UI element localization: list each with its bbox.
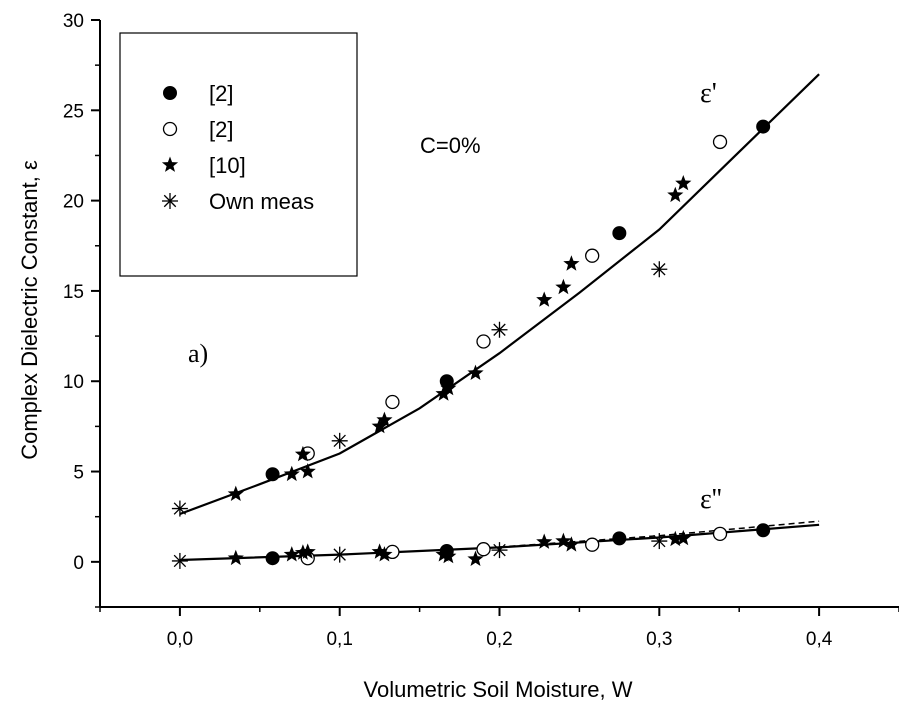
point-eps-imag-series-2 xyxy=(467,550,484,566)
point-eps-real-series-2 xyxy=(675,175,692,191)
legend-label-1: [2] xyxy=(209,117,233,142)
point-eps-real-series-3 xyxy=(491,321,508,338)
point-eps-imag-series-2 xyxy=(563,536,580,552)
point-eps-imag-series-1 xyxy=(712,526,728,542)
point-eps-real-series-1 xyxy=(385,394,400,410)
x-axis-title: Volumetric Soil Moisture, W xyxy=(364,677,633,702)
point-eps-real-series-1 xyxy=(712,134,728,150)
legend-box xyxy=(119,32,358,277)
y-tick-label: 5 xyxy=(73,463,84,484)
x-tick-label: 0,0 xyxy=(167,629,193,650)
legend-marker-0 xyxy=(163,86,177,100)
point-eps-imag-series-0 xyxy=(612,531,627,546)
point-eps-real-series-2 xyxy=(555,278,572,295)
point-eps-real-series-2 xyxy=(667,186,684,203)
point-eps-real-series-0 xyxy=(265,467,280,482)
point-eps-imag-series-2 xyxy=(283,546,300,562)
point-eps-real-series-1 xyxy=(476,334,491,349)
point-eps-real-series-2 xyxy=(283,465,300,482)
axes: 0 5 10 15 20 25 30 0,0 0,1 0,2 0,3 0,4 xyxy=(63,11,899,650)
point-eps-imag-series-2 xyxy=(294,544,311,560)
point-eps-imag-series-3 xyxy=(651,533,668,550)
y-tick-label: 25 xyxy=(63,101,84,122)
x-tick-label: 0,2 xyxy=(486,629,512,650)
point-eps-imag-series-2 xyxy=(667,530,684,547)
y-axis-title: Complex Dielectric Constant, ε xyxy=(17,160,42,460)
point-eps-real-series-3 xyxy=(171,500,188,517)
point-eps-imag-series-3 xyxy=(331,546,348,563)
legend-label-0: [2] xyxy=(209,81,233,106)
legend-label-2: [10] xyxy=(209,153,246,178)
eps_real-fit-line xyxy=(179,73,820,516)
point-eps-imag-series-1 xyxy=(585,537,600,552)
point-eps-imag-series-2 xyxy=(536,533,553,549)
y-tick-label: 20 xyxy=(63,192,84,213)
point-eps-imag-series-2 xyxy=(440,547,457,564)
point-eps-real-series-1 xyxy=(585,248,600,263)
point-eps-real-series-2 xyxy=(440,380,457,396)
y-tick-label: 30 xyxy=(63,11,84,32)
point-eps-real-series-2 xyxy=(435,385,452,401)
point-eps-imag-series-0 xyxy=(756,523,771,538)
point-eps-imag-series-2 xyxy=(371,543,388,559)
point-eps-real-series-0 xyxy=(612,226,627,241)
point-eps-real-series-3 xyxy=(651,261,668,278)
legend-marker-1 xyxy=(162,121,178,137)
eps-imag-label: ε'' xyxy=(700,484,722,515)
point-eps-imag-series-2 xyxy=(299,543,316,559)
point-eps-real-series-2 xyxy=(294,445,311,462)
legend-label-3: Own meas xyxy=(209,189,314,214)
legend: [2] [2] [10] Own meas xyxy=(119,32,358,277)
point-eps-real-series-0 xyxy=(756,119,771,134)
point-eps-imag-series-1 xyxy=(476,542,491,557)
point-eps-imag-series-3 xyxy=(171,552,188,569)
point-eps-real-series-2 xyxy=(376,411,393,427)
annotations: C=0% a) ε' ε'' xyxy=(188,78,722,515)
legend-marker-2 xyxy=(161,156,179,172)
point-eps-imag-series-2 xyxy=(376,546,393,562)
y-tick-label: 0 xyxy=(73,553,84,574)
eps-real-label: ε' xyxy=(700,78,717,109)
point-eps-real-series-3 xyxy=(331,432,348,449)
point-eps-real-series-2 xyxy=(536,291,553,307)
point-eps-real-series-2 xyxy=(563,255,580,271)
point-eps-imag-series-2 xyxy=(227,549,244,566)
x-tick-label: 0,1 xyxy=(326,629,352,650)
x-tick-label: 0,3 xyxy=(646,629,672,650)
y-tick-label: 10 xyxy=(63,372,84,393)
point-eps-real-series-2 xyxy=(299,463,316,479)
point-eps-imag-series-2 xyxy=(675,529,692,546)
condition-annotation: C=0% xyxy=(420,133,481,158)
x-tick-label: 0,4 xyxy=(806,629,833,650)
point-eps-real-series-2 xyxy=(227,485,244,501)
point-eps-imag-series-2 xyxy=(555,532,572,548)
point-eps-imag-series-3 xyxy=(491,542,508,559)
y-tick-label: 15 xyxy=(63,282,84,303)
point-eps-real-series-2 xyxy=(467,364,484,380)
panel-label: a) xyxy=(188,339,208,368)
data-points xyxy=(171,119,771,569)
legend-marker-3 xyxy=(162,193,178,209)
point-eps-real-series-2 xyxy=(371,417,388,434)
point-eps-imag-series-0 xyxy=(265,551,280,566)
